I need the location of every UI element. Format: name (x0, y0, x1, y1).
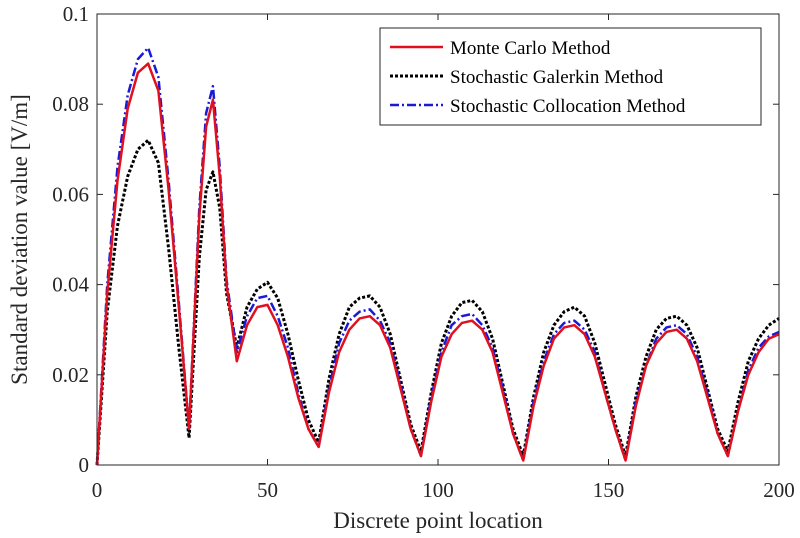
y-tick-label: 0.04 (52, 273, 89, 297)
x-tick-label: 100 (422, 478, 454, 502)
y-tick-label: 0.08 (52, 92, 89, 116)
legend-label-monte-carlo: Monte Carlo Method (450, 38, 611, 59)
legend: Monte Carlo Method Stochastic Galerkin M… (379, 27, 762, 126)
series-layer (95, 46, 780, 466)
y-tick-label: 0 (79, 453, 90, 477)
y-tick-label: 0.02 (52, 363, 89, 387)
x-tick-label: 0 (92, 478, 103, 502)
ticks-layer: 0 50 100 150 200 0 0.02 0.04 0.06 0.08 0.1 (52, 2, 795, 502)
series-line-monte-carlo-method (95, 62, 780, 466)
x-tick-label: 50 (257, 478, 278, 502)
x-axis-title: Discrete point location (333, 508, 543, 533)
legend-label-collocation: Stochastic Collocation Method (450, 96, 686, 117)
x-tick-label: 200 (763, 478, 795, 502)
legend-box (379, 27, 762, 126)
y-tick-label: 0.1 (63, 2, 89, 26)
y-tick-label: 0.06 (52, 182, 89, 206)
legend-label-galerkin: Stochastic Galerkin Method (450, 67, 664, 88)
x-tick-label: 150 (593, 478, 625, 502)
y-axis-title: Standard deviation value [V/m] (7, 94, 32, 385)
